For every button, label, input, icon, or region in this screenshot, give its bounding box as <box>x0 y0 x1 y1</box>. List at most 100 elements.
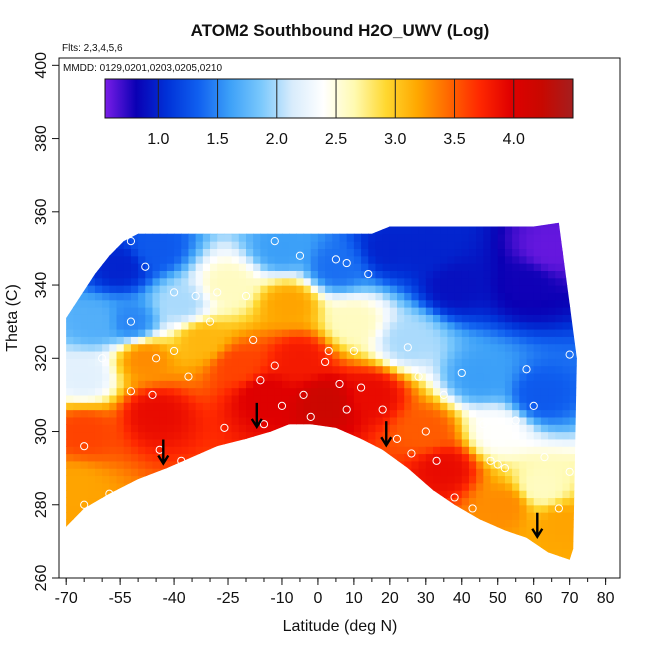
field-cell <box>476 438 484 447</box>
field-cell <box>159 402 168 411</box>
field-cell <box>281 248 290 257</box>
field-cell <box>382 343 391 352</box>
field-cell <box>382 394 391 403</box>
field-cell <box>80 482 89 491</box>
field-cell <box>519 416 528 425</box>
field-cell <box>181 285 190 293</box>
field-cell <box>217 321 226 330</box>
field-cell <box>116 248 125 257</box>
field-cell <box>476 358 484 367</box>
field-cell <box>540 446 549 455</box>
field-cell <box>181 438 190 447</box>
field-cell <box>361 336 369 345</box>
field-cell <box>389 446 398 455</box>
field-cell <box>411 453 420 462</box>
field-cell <box>253 277 261 286</box>
y-tick-label: 280 <box>33 491 50 518</box>
field-cell <box>361 372 369 381</box>
field-cell <box>80 402 89 411</box>
field-cell <box>461 328 470 337</box>
sample-points <box>80 236 574 513</box>
field-cell <box>260 263 269 271</box>
field-cell <box>490 350 499 359</box>
field-cell <box>166 438 175 447</box>
field-cell <box>109 409 118 418</box>
field-cell <box>332 277 341 286</box>
field-cell <box>411 285 420 293</box>
field-cell <box>569 365 577 374</box>
arrow-marker <box>531 512 544 539</box>
field-cell <box>433 285 441 293</box>
field-cell <box>382 299 391 308</box>
field-cell <box>73 336 82 345</box>
field-cell <box>555 526 564 535</box>
field-cell <box>152 453 161 462</box>
field-cell <box>476 460 484 469</box>
field-cell <box>274 314 283 323</box>
field-cell <box>425 402 434 411</box>
field-cell <box>210 394 218 403</box>
field-cell <box>533 270 542 279</box>
field-cell <box>224 321 233 330</box>
sample-point <box>306 412 315 421</box>
field-cell <box>246 402 254 411</box>
field-cell <box>497 285 506 293</box>
field-cell <box>540 504 549 513</box>
field-cell <box>332 358 341 367</box>
field-cell <box>454 380 463 389</box>
field-cell <box>526 343 535 352</box>
field-cell <box>138 446 146 455</box>
field-cell <box>483 416 492 425</box>
field-cell <box>188 299 197 308</box>
field-cell <box>461 446 470 455</box>
field-cell <box>382 387 391 396</box>
field-cell <box>188 387 197 396</box>
field-cell <box>440 336 448 345</box>
field-cell <box>504 328 513 337</box>
field-cell <box>461 424 470 433</box>
field-cell <box>267 248 276 257</box>
field-cell <box>433 314 441 323</box>
field-cell <box>274 270 283 279</box>
field-cell <box>483 255 492 264</box>
dates-label: MMDD: 0129,0201,0203,0205,0210 <box>63 63 222 74</box>
field-cell <box>159 314 168 323</box>
field-cell <box>382 270 391 279</box>
field-cell <box>94 424 103 433</box>
field-cell <box>519 424 528 433</box>
field-cell <box>195 431 204 440</box>
sample-point <box>540 453 549 462</box>
field-cell <box>202 402 211 411</box>
field-cell <box>159 380 168 389</box>
field-cell <box>246 416 254 425</box>
sample-point <box>270 361 279 370</box>
field-cell <box>281 241 290 250</box>
field-cell <box>130 299 139 308</box>
field-cell <box>217 350 226 359</box>
field-cell <box>138 409 146 418</box>
field-cell <box>217 299 226 308</box>
field-cell <box>461 255 470 264</box>
field-cell <box>80 431 89 440</box>
field-cell <box>512 468 520 477</box>
field-cell <box>411 328 420 337</box>
field-cell <box>540 241 549 250</box>
field-cell <box>440 263 448 271</box>
field-cell <box>461 248 470 257</box>
field-cell <box>296 277 305 286</box>
field-cell <box>440 241 448 250</box>
field-cell <box>87 336 96 345</box>
field-cell <box>159 255 168 264</box>
field-cell <box>94 270 103 279</box>
field-cell <box>540 438 549 447</box>
field-cell <box>504 482 513 491</box>
field-cell <box>425 387 434 396</box>
field-cell <box>274 299 283 308</box>
field-cell <box>519 453 528 462</box>
field-cell <box>533 292 542 301</box>
field-cell <box>181 431 190 440</box>
field-cell <box>224 372 233 381</box>
field-cell <box>123 394 132 403</box>
field-cell <box>260 387 269 396</box>
field-cell <box>361 350 369 359</box>
